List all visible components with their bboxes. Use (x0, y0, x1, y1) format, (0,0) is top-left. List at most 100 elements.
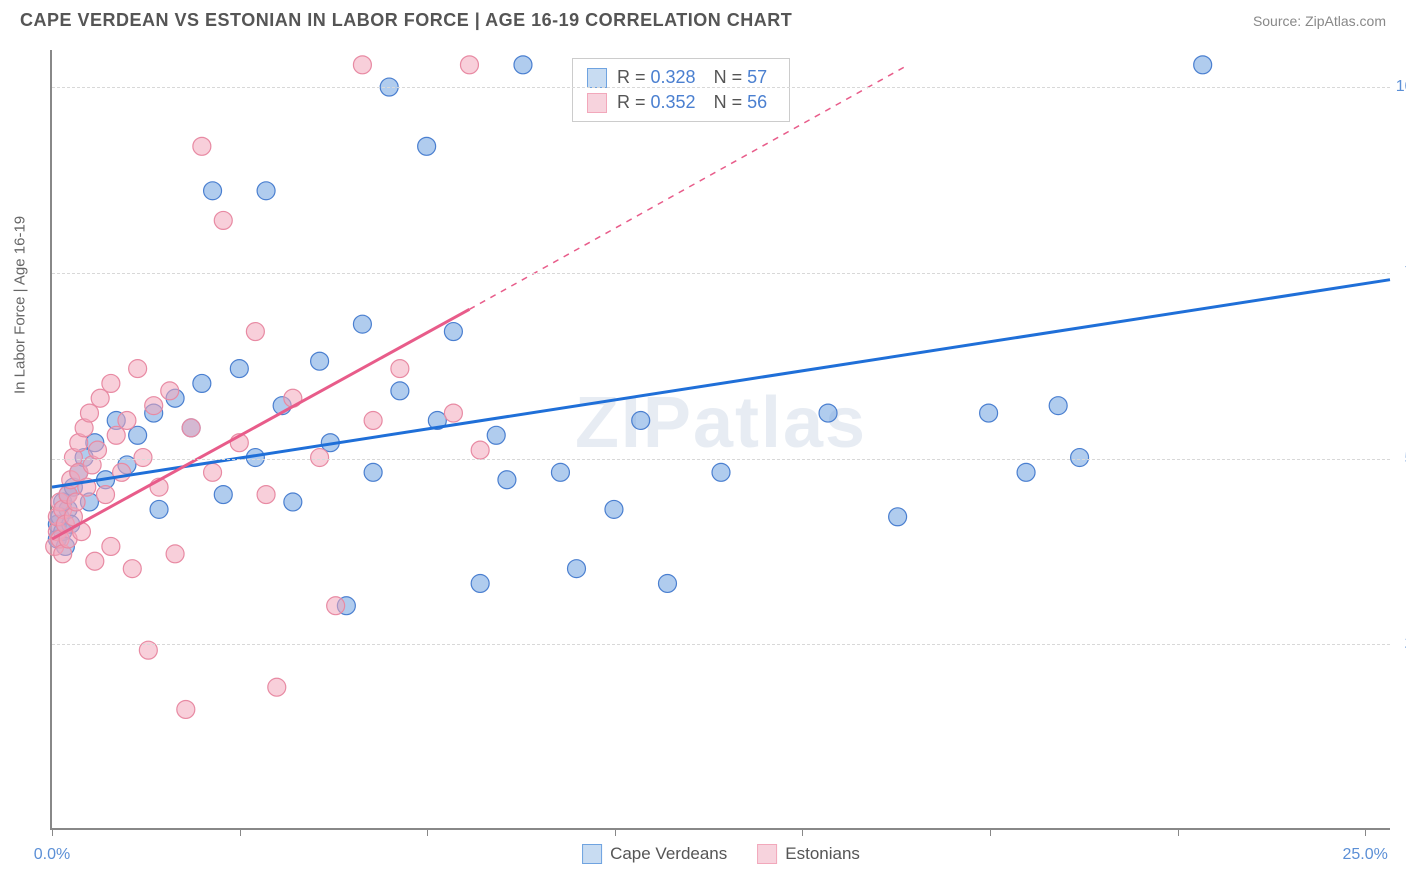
legend-item: Cape Verdeans (582, 844, 727, 864)
legend-label: Cape Verdeans (610, 844, 727, 864)
data-point (246, 323, 264, 341)
data-point (86, 552, 104, 570)
trend-line (52, 280, 1390, 487)
data-point (418, 137, 436, 155)
data-point (97, 486, 115, 504)
data-point (91, 389, 109, 407)
data-point (129, 426, 147, 444)
data-point (353, 315, 371, 333)
data-point (460, 56, 478, 74)
data-point (129, 360, 147, 378)
data-point (605, 500, 623, 518)
data-point (161, 382, 179, 400)
stat-swatch (587, 68, 607, 88)
data-point (182, 419, 200, 437)
data-point (166, 545, 184, 563)
gridline (52, 87, 1390, 88)
stat-r-label: R = 0.328 (617, 67, 696, 88)
data-point (471, 441, 489, 459)
legend-bottom: Cape Verdeans Estonians (582, 844, 860, 864)
data-point (214, 211, 232, 229)
data-point (230, 360, 248, 378)
stat-n-label: N = 56 (714, 92, 768, 113)
data-point (204, 463, 222, 481)
data-point (471, 575, 489, 593)
stat-r-label: R = 0.352 (617, 92, 696, 113)
x-tick (1178, 828, 1179, 836)
data-point (145, 397, 163, 415)
correlation-stat-box: R = 0.328 N = 57 R = 0.352 N = 56 (572, 58, 790, 122)
data-point (353, 56, 371, 74)
data-point (123, 560, 141, 578)
x-tick (427, 828, 428, 836)
data-point (102, 374, 120, 392)
data-point (889, 508, 907, 526)
stat-row: R = 0.352 N = 56 (587, 90, 775, 115)
y-tick-label: 75.0% (1395, 264, 1406, 282)
data-point (364, 411, 382, 429)
data-point (268, 678, 286, 696)
data-point (150, 500, 168, 518)
legend-item: Estonians (757, 844, 860, 864)
data-point (311, 449, 329, 467)
data-point (391, 382, 409, 400)
data-point (712, 463, 730, 481)
data-point (658, 575, 676, 593)
data-point (257, 486, 275, 504)
data-point (177, 700, 195, 718)
x-tick-label: 0.0% (34, 846, 70, 864)
data-point (514, 56, 532, 74)
data-point (214, 486, 232, 504)
data-point (257, 182, 275, 200)
data-point (118, 411, 136, 429)
chart-title: CAPE VERDEAN VS ESTONIAN IN LABOR FORCE … (20, 10, 792, 31)
data-point (980, 404, 998, 422)
data-point (444, 323, 462, 341)
data-point (391, 360, 409, 378)
gridline (52, 644, 1390, 645)
legend-swatch (757, 844, 777, 864)
data-point (444, 404, 462, 422)
y-tick-label: 25.0% (1395, 635, 1406, 653)
legend-swatch (582, 844, 602, 864)
stat-n-label: N = 57 (714, 67, 768, 88)
data-point (102, 537, 120, 555)
data-point (89, 441, 107, 459)
data-point (1017, 463, 1035, 481)
x-tick (240, 828, 241, 836)
x-tick (990, 828, 991, 836)
gridline (52, 459, 1390, 460)
scatter-svg (52, 50, 1390, 828)
data-point (284, 493, 302, 511)
data-point (327, 597, 345, 615)
data-point (632, 411, 650, 429)
chart-header: CAPE VERDEAN VS ESTONIAN IN LABOR FORCE … (0, 0, 1406, 39)
data-point (107, 426, 125, 444)
data-point (1071, 449, 1089, 467)
data-point (193, 137, 211, 155)
data-point (193, 374, 211, 392)
chart-plot-area: In Labor Force | Age 16-19 ZIPatlas R = … (50, 50, 1390, 830)
gridline (52, 273, 1390, 274)
data-point (1194, 56, 1212, 74)
x-tick (1365, 828, 1366, 836)
x-tick-label: 25.0% (1343, 846, 1388, 864)
y-tick-label: 50.0% (1395, 450, 1406, 468)
x-tick (615, 828, 616, 836)
legend-label: Estonians (785, 844, 860, 864)
data-point (364, 463, 382, 481)
data-point (80, 404, 98, 422)
source-label: Source: ZipAtlas.com (1253, 13, 1386, 29)
y-axis-label: In Labor Force | Age 16-19 (12, 216, 29, 394)
data-point (134, 449, 152, 467)
data-point (204, 182, 222, 200)
data-point (551, 463, 569, 481)
data-point (1049, 397, 1067, 415)
data-point (568, 560, 586, 578)
stat-swatch (587, 93, 607, 113)
data-point (67, 493, 85, 511)
data-point (311, 352, 329, 370)
data-point (487, 426, 505, 444)
data-point (819, 404, 837, 422)
y-tick-label: 100.0% (1395, 78, 1406, 96)
